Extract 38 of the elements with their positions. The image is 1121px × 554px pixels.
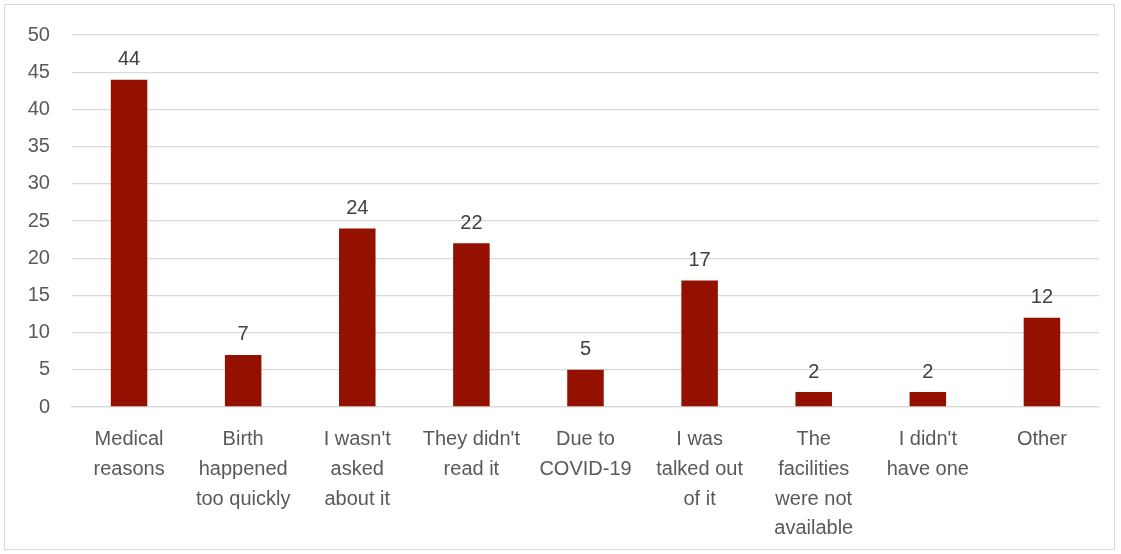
y-tick-label: 20 [27, 245, 50, 268]
bar [1023, 317, 1061, 407]
data-label: 22 [460, 210, 483, 233]
data-label: 2 [922, 359, 934, 382]
y-tick-label: 50 [27, 22, 50, 45]
x-tick-label: I was talked out of it [656, 427, 744, 509]
data-label: 44 [117, 47, 141, 70]
bar [681, 280, 718, 407]
x-tick-label: Medical reasons [93, 427, 165, 479]
data-label: 24 [346, 195, 369, 218]
data-label: 17 [688, 248, 711, 271]
x-tick-label: They didn't read it [422, 427, 521, 479]
y-tick-label: 35 [27, 134, 50, 157]
bar [909, 392, 947, 407]
x-tick-label: Other [1016, 427, 1068, 450]
x-tick-label: The facilities were not available [774, 427, 854, 539]
y-tick-label: 45 [27, 59, 50, 82]
y-tick-label: 25 [27, 208, 50, 231]
bar [795, 392, 832, 407]
data-label: 7 [237, 322, 249, 345]
x-tick-label: I wasn't asked about it [323, 427, 392, 509]
y-tick-label: 0 [38, 394, 50, 417]
data-label: 12 [1030, 285, 1054, 308]
y-tick-label: 30 [27, 171, 50, 194]
bar [110, 79, 148, 407]
data-label: 5 [579, 337, 592, 360]
data-label: 2 [808, 359, 820, 382]
bar [567, 369, 604, 407]
bar [453, 243, 490, 407]
y-tick-label: 15 [27, 282, 50, 305]
x-tick-label: Due to COVID-19 [539, 427, 632, 479]
bar [339, 228, 376, 407]
bar [224, 354, 262, 407]
y-tick-label: 5 [38, 357, 50, 380]
y-tick-label: 40 [27, 96, 50, 119]
x-tick-label: I didn't have one [886, 427, 969, 479]
y-tick-label: 10 [27, 320, 50, 343]
x-tick-label: Birth happened too quickly [195, 427, 291, 509]
